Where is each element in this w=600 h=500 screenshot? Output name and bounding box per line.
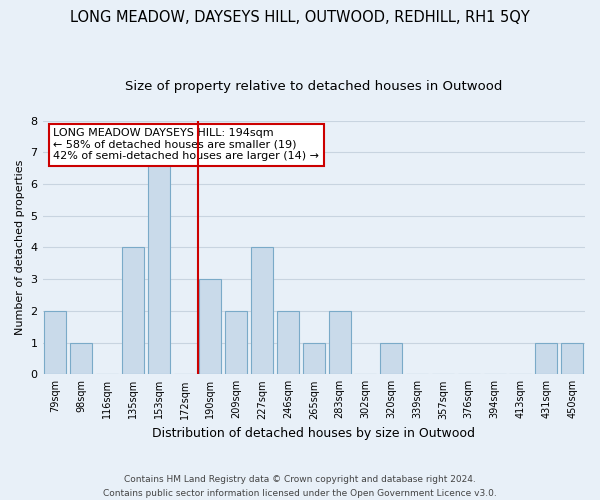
Text: Contains HM Land Registry data © Crown copyright and database right 2024.
Contai: Contains HM Land Registry data © Crown c… (103, 476, 497, 498)
Bar (225, 311, 247, 374)
X-axis label: Distribution of detached houses by size in Outwood: Distribution of detached houses by size … (152, 427, 475, 440)
Bar (148, 152, 170, 374)
Y-axis label: Number of detached properties: Number of detached properties (15, 160, 25, 335)
Bar (329, 311, 350, 374)
Bar (70, 342, 92, 374)
Bar (122, 248, 144, 374)
Bar (380, 342, 402, 374)
Text: LONG MEADOW DAYSEYS HILL: 194sqm
← 58% of detached houses are smaller (19)
42% o: LONG MEADOW DAYSEYS HILL: 194sqm ← 58% o… (53, 128, 319, 162)
Bar (303, 342, 325, 374)
Title: Size of property relative to detached houses in Outwood: Size of property relative to detached ho… (125, 80, 502, 93)
Text: LONG MEADOW, DAYSEYS HILL, OUTWOOD, REDHILL, RH1 5QY: LONG MEADOW, DAYSEYS HILL, OUTWOOD, REDH… (70, 10, 530, 25)
Bar (277, 311, 299, 374)
Bar (251, 248, 273, 374)
Bar (561, 342, 583, 374)
Bar (199, 279, 221, 374)
Bar (44, 311, 67, 374)
Bar (535, 342, 557, 374)
